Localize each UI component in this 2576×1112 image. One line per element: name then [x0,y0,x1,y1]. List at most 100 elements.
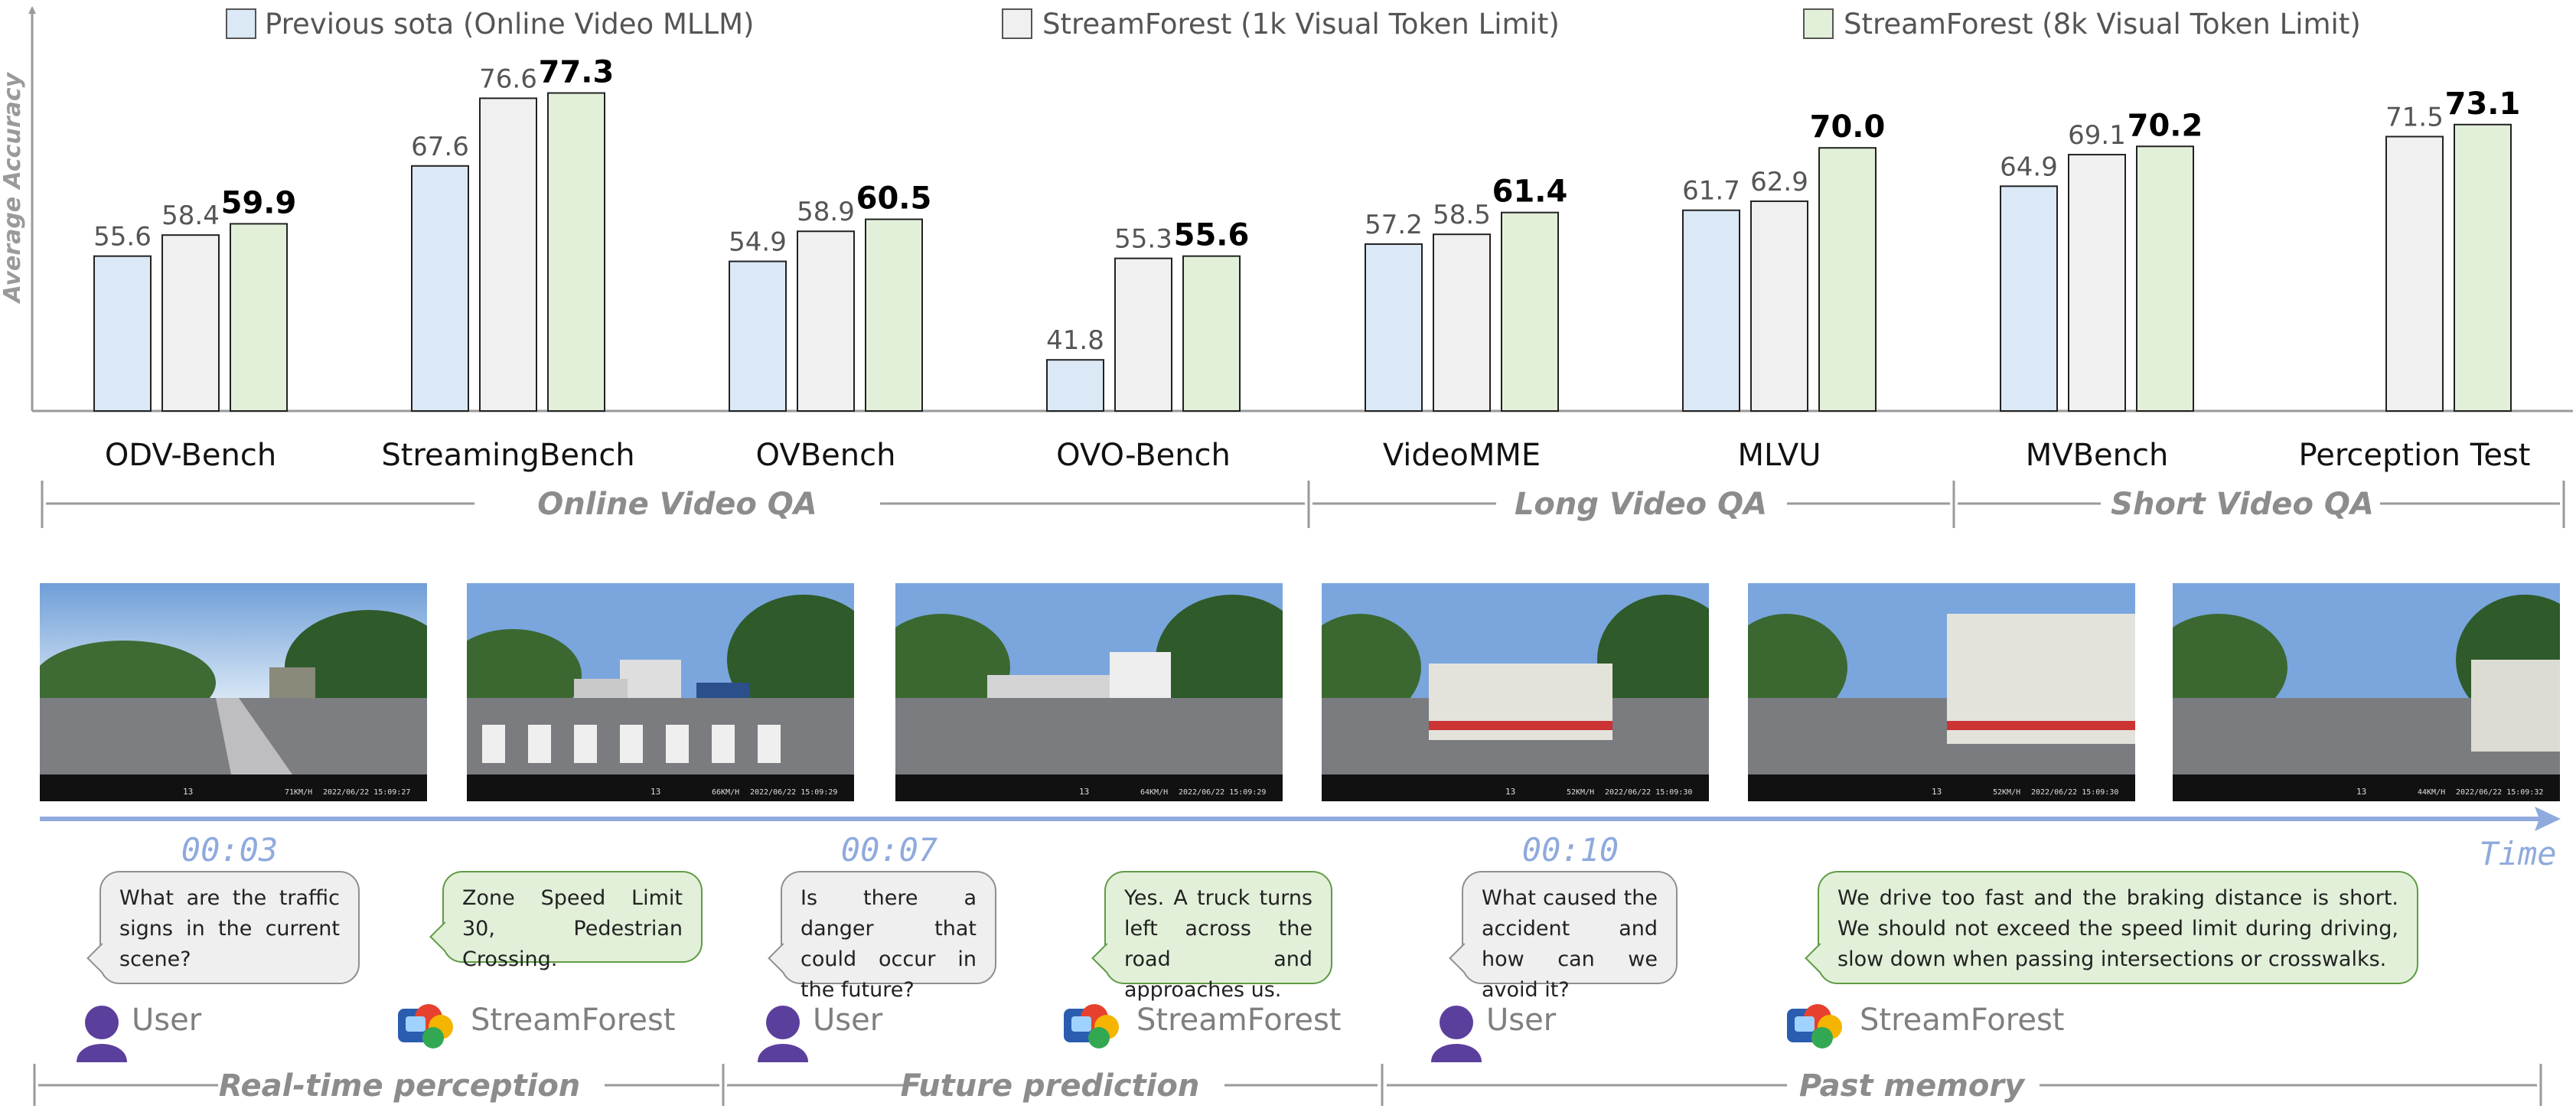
bar-mvbench-series-1 [2068,154,2126,412]
bar-value-label: 70.2 [2128,108,2203,143]
bar-videomme-series-0 [1365,243,1423,412]
speaker-label-streamforest: StreamForest [471,1003,676,1038]
y-axis-label: Average Accuracy [0,71,26,304]
bar-perception-test-series-2 [2454,123,2512,412]
time-axis-label: Time [2479,835,2556,872]
x-tick-label: MLVU [1737,438,1821,473]
bubble-text: We drive too fast and the braking distan… [1837,886,2398,971]
bar-ovbench-series-2 [865,218,923,412]
bar-ovbench-series-0 [729,260,787,412]
bar-mvbench-series-0 [2000,185,2058,412]
bar-streamingbench-series-1 [479,97,537,412]
time-arrow-head [2535,807,2561,831]
streamforest-logo-icon [1787,1004,1842,1048]
frame-speed: 52KM/H [1567,788,1594,797]
frame-datetime: 2022/06/22 15:09:29 [1179,788,1266,797]
group-label-online: Online Video QA [537,487,817,522]
bar-mlvu-series-0 [1682,209,1740,412]
frame-no: 13 [183,787,193,797]
phase-label-prediction: Future prediction [901,1068,1200,1104]
phase-brackets: Real-time perception Future prediction P… [33,1064,2542,1106]
bar-value-label: 58.9 [797,197,855,227]
video-frame: 13 64KM/H 2022/06/22 15:09:29 [895,583,1283,801]
phase-label-memory: Past memory [1799,1068,2026,1104]
user-question-bubble: What caused the accident and how can we … [1449,871,1678,1002]
bar-value-label: 54.9 [729,227,787,258]
timestamp-2: 00:07 [841,831,937,869]
frame-no: 13 [651,787,660,797]
frame-speed: 66KM/H [712,788,739,797]
bar-value-label: 61.7 [1682,176,1740,207]
group-label-long: Long Video QA [1515,487,1767,522]
frame-datetime: 2022/06/22 15:09:30 [2031,788,2118,797]
bar-value-label: 58.4 [161,201,220,231]
x-tick-labels: ODV-Bench StreamingBench OVBench OVO-Bench V… [105,438,2531,473]
speaker-label-streamforest: StreamForest [1860,1003,2065,1038]
streamforest-logo-icon [398,1004,453,1048]
bubble-text: Zone Speed Limit 30, Pedestrian Crossing… [462,886,683,971]
bar-videomme-series-2 [1501,211,1559,412]
bar-value-label: 73.1 [2445,86,2521,122]
bar-value-label: 69.1 [2068,120,2126,151]
bar-value-label: 60.5 [856,181,932,217]
frame-no: 13 [1079,787,1089,797]
bar-odv-bench-series-0 [93,255,152,413]
bar-value-label: 62.9 [1750,167,1808,197]
bubble-text: What are the traffic signs in the curren… [119,886,340,971]
bar-videomme-series-1 [1433,233,1491,412]
frame-datetime: 2022/06/22 15:09:29 [750,788,837,797]
bubble-text: What caused the accident and how can we … [1482,886,1658,1002]
user-icon [758,1006,808,1062]
bar-value-label: 58.5 [1433,200,1491,230]
x-tick-label: MVBench [2026,438,2169,473]
bar-perception-test-series-1 [2385,135,2444,412]
bar-ovo-bench-series-2 [1182,255,1241,413]
user-question-bubble: Is there a danger that could occur in th… [768,871,996,1002]
bar-value-label: 61.4 [1492,174,1568,210]
speaker-label-streamforest: StreamForest [1136,1003,1342,1038]
bar-value-label: 77.3 [539,55,615,90]
bar-value-label: 71.5 [2385,102,2444,132]
legend-swatch-1k [1002,8,1032,39]
frame-no: 13 [1505,787,1515,797]
x-tick-label: StreamingBench [381,438,634,473]
legend-label-prev: Previous sota (Online Video MLLM) [265,8,754,41]
bar-value-label: 55.6 [1174,218,1250,253]
speaker-label-user: User [813,1003,883,1038]
timestamp-1: 00:03 [181,831,278,869]
x-tick-label: VideoMME [1383,438,1541,473]
x-tick-label: Perception Test [2299,438,2531,473]
bar-mlvu-series-1 [1750,200,1808,412]
bar-value-label: 76.6 [479,64,537,94]
bars-layer: 55.6 58.4 59.9 67.6 76.6 77.3 54.9 58.9 60.5 41.8… [93,55,2521,413]
x-tick-label: OVBench [756,438,896,473]
bar-streamingbench-series-0 [411,165,469,412]
bar-mvbench-series-2 [2136,145,2194,412]
bar-value-label: 55.6 [93,222,152,253]
bar-streamingbench-series-2 [547,92,605,413]
video-frame: 13 66KM/H 2022/06/22 15:09:29 [467,583,854,801]
speaker-label-user: User [1486,1003,1557,1038]
frame-speed: 71KM/H [285,788,312,797]
bar-ovo-bench-series-1 [1114,257,1172,412]
video-frame: 13 52KM/H 2022/06/22 15:09:30 [1322,583,1709,801]
video-frame: 13 44KM/H 2022/06/22 15:09:32 [2173,583,2560,801]
user-icon [77,1006,127,1062]
frame-speed: 52KM/H [1993,788,2020,797]
frame-no: 13 [1932,787,1942,797]
streamforest-answer-bubble: Zone Speed Limit 30, Pedestrian Crossing… [429,871,703,971]
bar-ovbench-series-1 [797,230,855,413]
frame-datetime: 2022/06/22 15:09:27 [323,788,410,797]
streamforest-answer-bubble: Yes. A truck turns left across the road … [1091,871,1332,1002]
bar-mlvu-series-2 [1818,147,1877,412]
bar-value-label: 59.9 [221,185,297,220]
bar-ovo-bench-series-0 [1046,359,1104,413]
x-tick-label: ODV-Bench [105,438,276,473]
bar-value-label: 41.8 [1046,325,1104,356]
benchmark-group-brackets: Online Video QA Long Video QA Short Vide… [41,481,2565,528]
bubble-text: Yes. A truck turns left across the road … [1124,886,1312,1002]
speaker-label-user: User [132,1003,202,1038]
bar-odv-bench-series-1 [161,234,220,412]
bar-value-label: 55.3 [1114,224,1172,255]
